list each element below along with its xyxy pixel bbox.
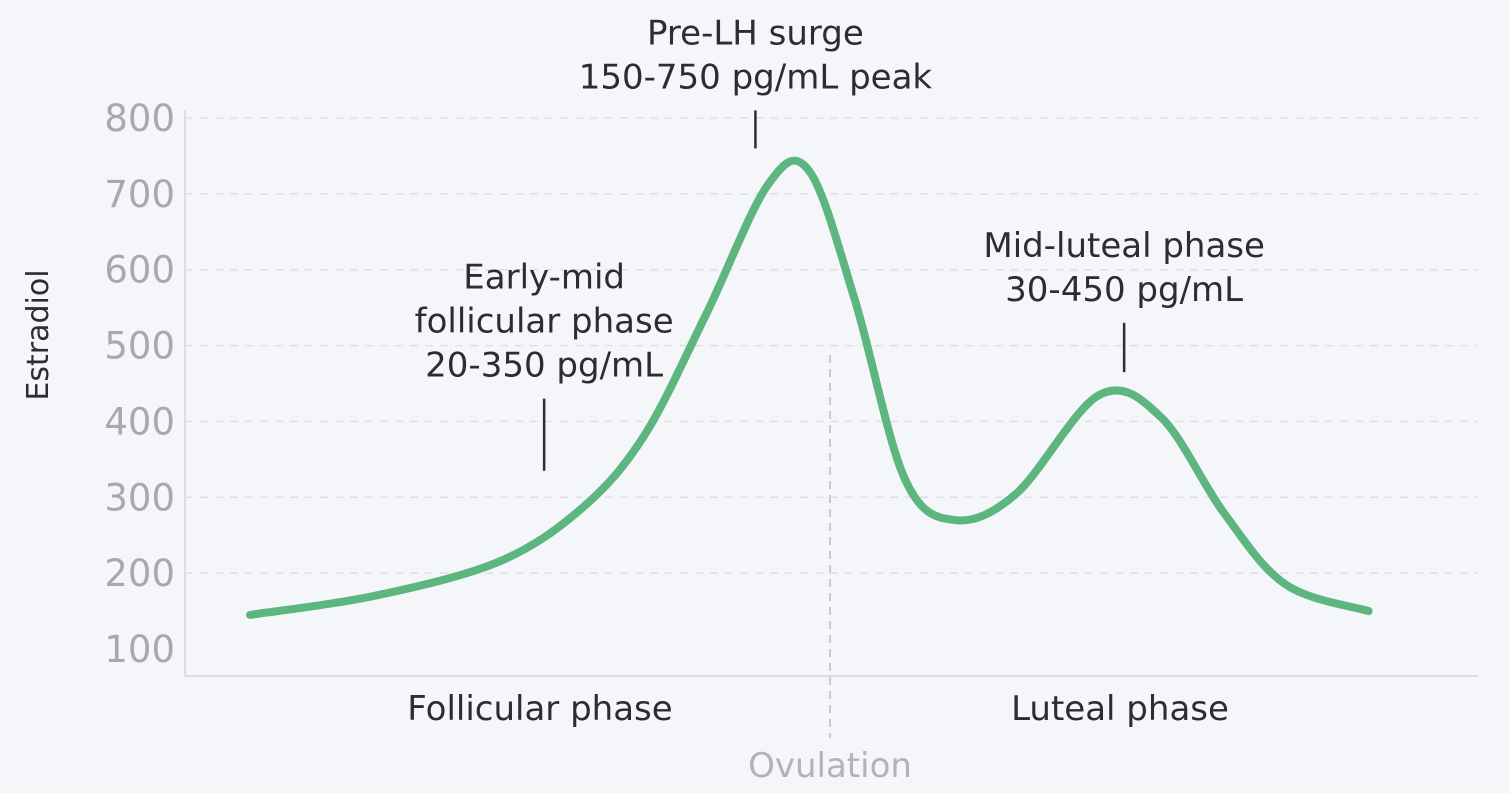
estradiol-curve — [246, 156, 1373, 619]
annotation-text: 150-750 pg/mL peak — [579, 57, 933, 97]
phase-labels: Follicular phase Luteal phase — [407, 689, 1229, 729]
annotation-text: 20-350 pg/mL — [425, 346, 663, 386]
annotation-text: Pre-LH surge — [647, 13, 864, 53]
annotation-text: 30-450 pg/mL — [1005, 270, 1243, 310]
y-tick-label: 600 — [104, 249, 175, 292]
annotation-text: Mid-luteal phase — [983, 226, 1265, 266]
y-axis-label: Estradiol — [21, 269, 56, 400]
y-tick-label: 300 — [104, 476, 175, 519]
annotation-text: follicular phase — [415, 302, 674, 342]
ovulation-label: Ovulation — [748, 746, 912, 786]
y-tick-labels: 800 700 600 500 400 300 200 100 — [104, 97, 175, 671]
y-tick-label: 700 — [104, 173, 175, 216]
y-tick-label: 200 — [104, 552, 175, 595]
y-tick-label: 500 — [104, 325, 175, 368]
gridlines — [185, 117, 1478, 574]
phase-label-follicular: Follicular phase — [407, 689, 672, 729]
y-tick-label: 800 — [104, 97, 175, 140]
y-tick-label: 100 — [104, 628, 175, 671]
y-tick-label: 400 — [104, 400, 175, 443]
annotation-text: Early-mid — [463, 258, 625, 298]
phase-label-luteal: Luteal phase — [1011, 689, 1229, 729]
